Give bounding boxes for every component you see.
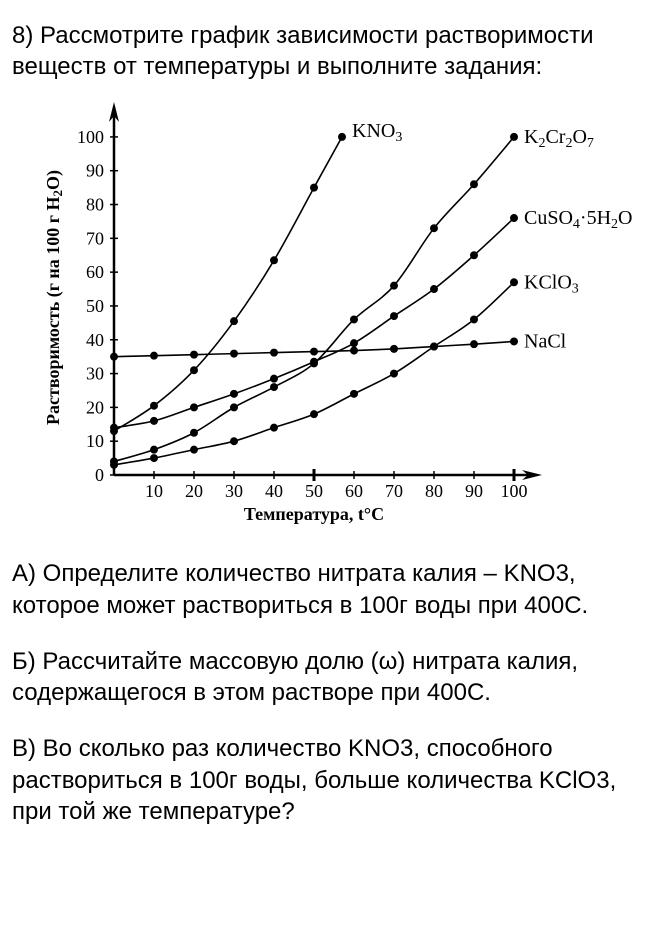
svg-text:KClO3: KClO3 (524, 272, 579, 297)
question-number: 8) (12, 22, 33, 49)
svg-text:70: 70 (385, 481, 403, 501)
svg-text:20: 20 (185, 481, 203, 501)
svg-text:KNO3: KNO3 (352, 120, 402, 144)
svg-text:90: 90 (465, 481, 483, 501)
svg-text:Растворимость (г на 100 г H2O): Растворимость (г на 100 г H2O) (43, 170, 65, 425)
svg-text:10: 10 (145, 481, 163, 501)
svg-text:50: 50 (305, 481, 323, 501)
svg-text:K2Cr2O7: K2Cr2O7 (524, 126, 594, 150)
question-text: 8) Рассмотрите график зависимости раство… (12, 20, 655, 82)
svg-text:40: 40 (86, 330, 104, 350)
svg-text:100: 100 (500, 481, 527, 501)
page-root: 8) Рассмотрите график зависимости раство… (0, 0, 667, 882)
svg-text:10: 10 (86, 432, 104, 452)
svg-text:Температура, t°C: Температура, t°C (243, 504, 383, 524)
question-prompt: Рассмотрите график зависимости растворим… (12, 22, 594, 80)
svg-text:0: 0 (95, 465, 104, 485)
svg-text:20: 20 (86, 398, 104, 418)
solubility-chart: 0 10 20 30 40 50 60 70 80 90 100 10 20 30 40 50 60 70 80 90… (34, 100, 634, 530)
svg-text:30: 30 (86, 364, 104, 384)
svg-text:50: 50 (86, 296, 104, 316)
svg-text:90: 90 (86, 161, 104, 181)
part-c: В) Во сколько раз количество KNO3, спосо… (12, 733, 655, 828)
svg-text:NaCl: NaCl (524, 331, 567, 353)
part-b: Б) Рассчитайте массовую долю (ω) нитрата… (12, 646, 655, 709)
chart-container: 0 10 20 30 40 50 60 70 80 90 100 10 20 30 40 50 60 70 80 90… (12, 100, 655, 530)
svg-text:60: 60 (345, 481, 363, 501)
part-a: А) Определите количество нитрата калия –… (12, 558, 655, 621)
svg-text:80: 80 (425, 481, 443, 501)
svg-text:40: 40 (265, 481, 283, 501)
svg-text:30: 30 (225, 481, 243, 501)
svg-text:70: 70 (86, 229, 104, 249)
svg-text:100: 100 (77, 127, 104, 147)
svg-text:80: 80 (86, 195, 104, 215)
svg-text:60: 60 (86, 263, 104, 283)
